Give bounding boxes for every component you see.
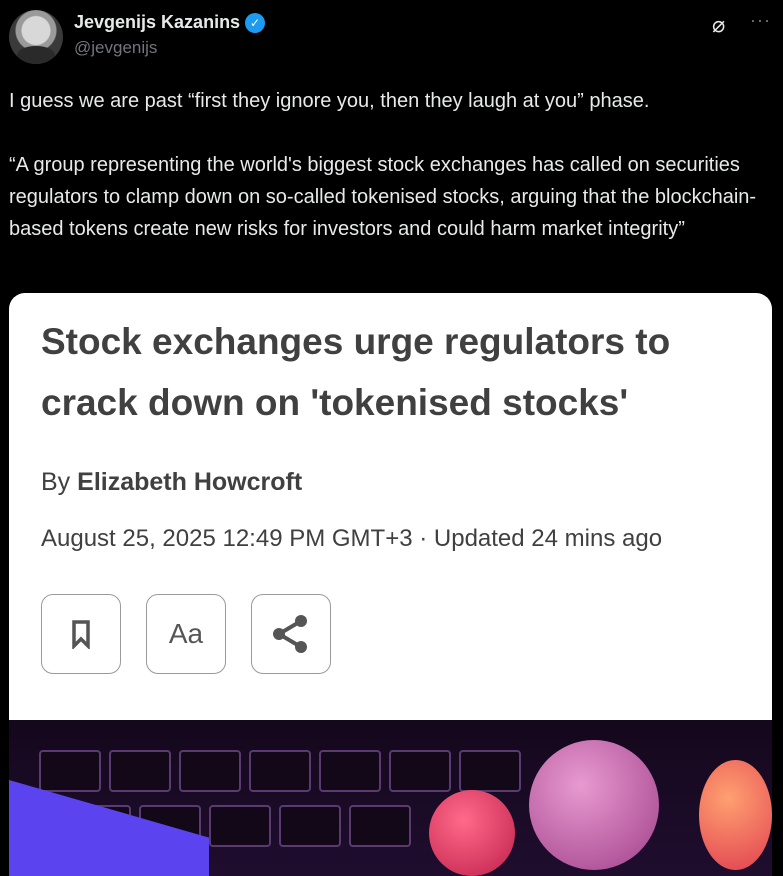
share-icon [273,615,307,653]
font-size-button[interactable]: Aa [146,594,226,674]
author-handle[interactable]: @jevgenijs [74,38,158,57]
bookmark-icon [72,620,90,649]
author-name[interactable]: Jevgenijs Kazanins ✓ [74,12,266,33]
article-screenshot[interactable]: Stock exchanges urge regulators to crack… [9,293,772,876]
share-button[interactable] [251,594,331,674]
article-date: August 25, 2025 12:49 PM GMT+3 · Updated… [41,525,663,552]
tweet-quote: “A group representing the world's bigges… [9,154,757,240]
by-label: By [41,468,71,496]
article-headline: Stock exchanges urge regulators to crack… [41,321,671,423]
font-size-label: Aa [168,618,204,649]
article-author: Elizabeth Howcroft [77,468,303,496]
article-image [9,720,772,876]
article-byline: By Elizabeth Howcroft [41,468,302,497]
bookmark-button[interactable] [41,594,121,674]
verified-badge-icon: ✓ [245,12,266,33]
more-icon[interactable]: ··· [750,10,771,30]
tweet-text: I guess we are past “first they ignore y… [9,85,779,245]
avatar[interactable] [9,10,63,64]
grok-icon[interactable]: ⌀ [712,12,726,37]
tweet-line: I guess we are past “first they ignore y… [9,90,650,112]
author-name-text: Jevgenijs Kazanins [74,12,241,32]
